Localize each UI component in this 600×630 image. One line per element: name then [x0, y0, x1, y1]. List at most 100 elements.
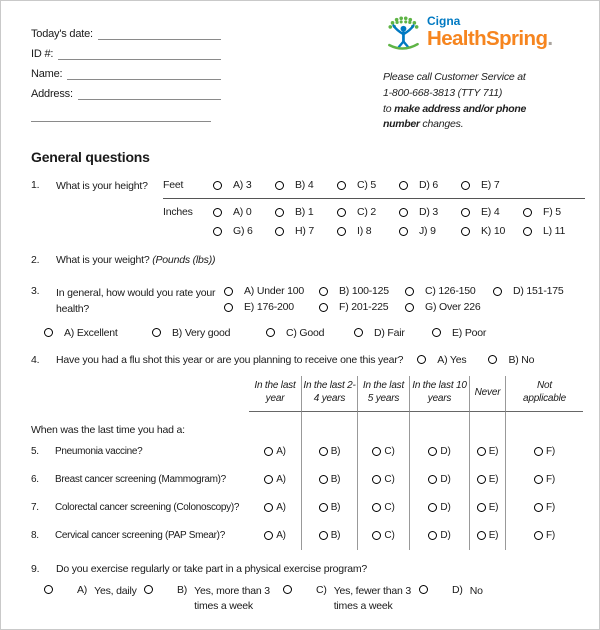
feet-option: D) 6 — [399, 179, 461, 191]
rating-excellent-radio[interactable] — [44, 328, 53, 338]
table-corner-empty — [31, 376, 249, 412]
inches-option: E) 4 — [461, 206, 523, 218]
question-4: 4. Have you had a flu shot this year or … — [31, 354, 581, 366]
inches-4-radio[interactable] — [461, 207, 470, 217]
rating-verygood-radio[interactable] — [152, 328, 161, 338]
colonoscopy-e-radio[interactable] — [476, 503, 486, 513]
feet-7-radio[interactable] — [461, 180, 470, 190]
weight-201-225-radio[interactable] — [319, 302, 328, 312]
weight-range-options: A) Under 100 B) 100-125 C) 126-150 D) 15… — [224, 285, 585, 313]
rating-poor-radio[interactable] — [432, 328, 441, 338]
colonoscopy-d-radio[interactable] — [428, 503, 438, 513]
mammogram-f-radio[interactable] — [533, 475, 543, 485]
todays-date-label: Today's date: — [31, 28, 93, 40]
weight-option: D) 151-175 — [493, 285, 585, 297]
colonoscopy-f-radio[interactable] — [533, 503, 543, 513]
screening-table: In the last year In the last 2-4 years I… — [31, 375, 583, 550]
feet-3-radio[interactable] — [213, 180, 222, 190]
pap-f-radio[interactable] — [533, 531, 543, 541]
inches-9-radio[interactable] — [399, 226, 408, 236]
rating-fair-radio[interactable] — [354, 328, 363, 338]
mammogram-b-radio[interactable] — [318, 475, 328, 485]
exercise-more3-radio[interactable] — [144, 584, 153, 594]
flu-yes-radio[interactable] — [417, 355, 427, 365]
inches-5-radio[interactable] — [523, 207, 532, 217]
colonoscopy-option-e: E) — [469, 493, 505, 522]
inches-8-radio[interactable] — [337, 226, 346, 236]
weight-over226-radio[interactable] — [405, 302, 414, 312]
pap-e-radio[interactable] — [476, 531, 486, 541]
mammogram-c-radio[interactable] — [372, 475, 382, 485]
weight-151-175-radio[interactable] — [493, 286, 502, 296]
pneumonia-b-radio[interactable] — [318, 447, 328, 457]
weight-100-125-radio[interactable] — [319, 286, 328, 296]
col-header-5-years: In the last 5 years — [357, 375, 409, 412]
id-field: ID #: — [31, 45, 221, 60]
identity-fields: Today's date: ID #: Name: Address: — [31, 15, 221, 133]
id-input-line[interactable] — [58, 48, 221, 60]
col-header-2-4-years: In the last 2-4 years — [301, 375, 357, 412]
rating-option: D) Fair — [354, 327, 432, 339]
table-row-mammogram: 6. Breast cancer screening (Mammogram)? — [31, 474, 226, 486]
pneumonia-option-d: D) — [409, 437, 469, 466]
address-input-line[interactable] — [77, 88, 221, 100]
todays-date-input-line[interactable] — [97, 28, 221, 40]
pneumonia-c-radio[interactable] — [372, 447, 382, 457]
colonoscopy-c-radio[interactable] — [372, 503, 382, 513]
pneumonia-option-f: F) — [505, 437, 583, 466]
pap-d-radio[interactable] — [428, 531, 438, 541]
brand-dot: . — [547, 27, 553, 50]
inches-10-radio[interactable] — [461, 226, 470, 236]
pneumonia-e-radio[interactable] — [476, 447, 486, 457]
colonoscopy-option-a: A) — [249, 494, 301, 522]
exercise-no-radio[interactable] — [419, 584, 428, 594]
weight-176-200-radio[interactable] — [224, 302, 233, 312]
mammogram-d-radio[interactable] — [428, 475, 438, 485]
mammogram-e-radio[interactable] — [476, 475, 486, 485]
inches-6-radio[interactable] — [213, 226, 222, 236]
mammogram-option-c: C) — [357, 465, 409, 494]
mammogram-option-d: D) — [409, 465, 469, 494]
colonoscopy-option-b: B) — [301, 493, 357, 522]
colonoscopy-a-radio[interactable] — [264, 503, 274, 513]
pneumonia-f-radio[interactable] — [533, 447, 543, 457]
colonoscopy-b-radio[interactable] — [318, 503, 328, 513]
exercise-option-no: D) No — [419, 584, 483, 600]
flu-no-radio[interactable] — [488, 355, 498, 365]
inches-3-radio[interactable] — [399, 207, 408, 217]
health-rating-options: A) Excellent B) Very good C) Good D) Fai… — [44, 327, 581, 339]
rating-good-radio[interactable] — [266, 328, 275, 338]
name-input-line[interactable] — [67, 68, 221, 80]
pap-option-e: E) — [469, 521, 505, 550]
weight-126-150-radio[interactable] — [405, 286, 414, 296]
exercise-daily-radio[interactable] — [44, 584, 53, 594]
inches-7-radio[interactable] — [275, 226, 284, 236]
feet-4-radio[interactable] — [275, 180, 284, 190]
feet-6-radio[interactable] — [399, 180, 408, 190]
weight-option: G) Over 226 — [405, 301, 493, 313]
address-second-input-line[interactable] — [31, 108, 211, 122]
flu-option: B) No — [488, 354, 534, 366]
mammogram-a-radio[interactable] — [264, 475, 274, 485]
question-2-text: What is your weight? (Pounds (lbs)) — [56, 254, 216, 266]
inches-11-radio[interactable] — [523, 226, 532, 236]
pneumonia-option-b: B) — [301, 437, 357, 466]
rating-option: E) Poor — [432, 327, 486, 339]
pneumonia-a-radio[interactable] — [264, 447, 274, 457]
exercise-fewer3-radio[interactable] — [283, 584, 292, 594]
inches-2-radio[interactable] — [337, 207, 346, 217]
cigna-healthspring-logo: Cigna HealthSpring. — [383, 15, 581, 57]
pap-b-radio[interactable] — [318, 531, 328, 541]
pap-c-radio[interactable] — [372, 531, 382, 541]
pneumonia-d-radio[interactable] — [428, 447, 438, 457]
feet-5-radio[interactable] — [337, 180, 346, 190]
brand-healthspring: HealthSpring. — [427, 27, 553, 50]
flu-option: A) Yes — [417, 354, 467, 366]
brand-cigna: Cigna — [427, 14, 461, 28]
inches-0-radio[interactable] — [213, 207, 222, 217]
pap-a-radio[interactable] — [264, 531, 274, 541]
form-header: Today's date: ID #: Name: Address: — [31, 15, 581, 133]
weight-under100-radio[interactable] — [224, 286, 233, 296]
inches-1-radio[interactable] — [275, 207, 284, 217]
